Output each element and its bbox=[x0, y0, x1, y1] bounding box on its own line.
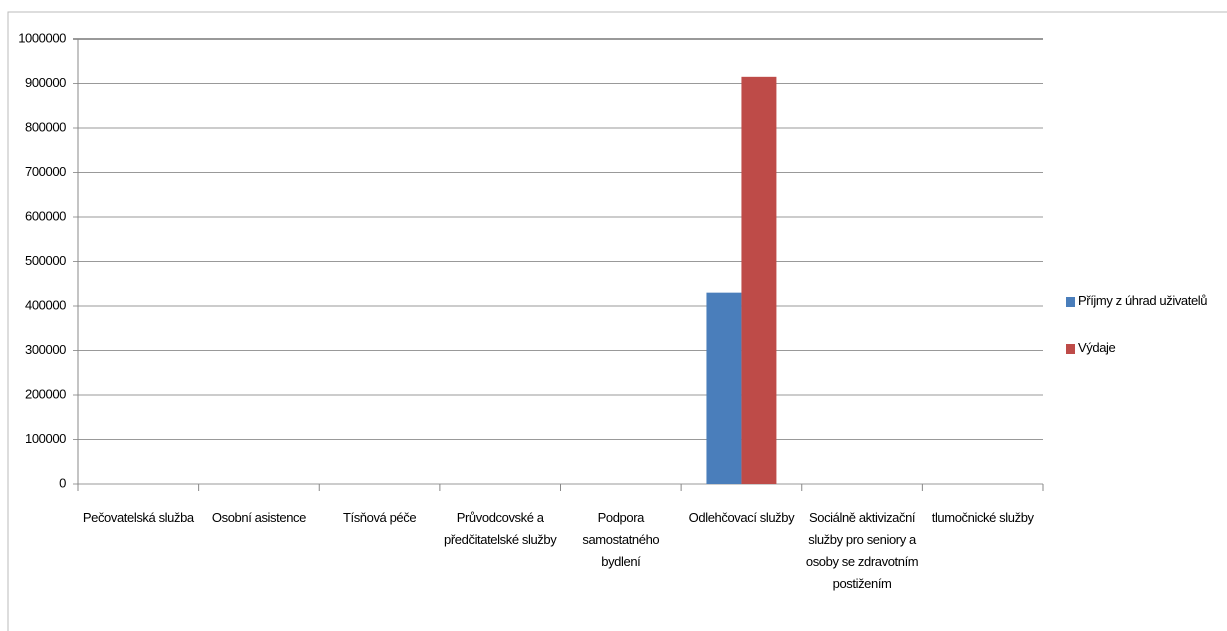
y-tick-label: 600000 bbox=[25, 208, 66, 223]
y-tick-label: 200000 bbox=[25, 386, 66, 401]
bar bbox=[706, 292, 742, 484]
x-tick-label: Osobní asistence bbox=[211, 510, 306, 525]
legend-swatch bbox=[1066, 344, 1075, 354]
x-tick-label: Pečovatelská služba bbox=[82, 510, 194, 525]
x-tick-label: tlumočnické služby bbox=[931, 510, 1034, 525]
x-tick-label: Sociálně aktivizační služby pro seniory … bbox=[805, 510, 919, 591]
y-tick-label: 700000 bbox=[25, 164, 66, 179]
chart-border bbox=[7, 11, 1227, 631]
bar bbox=[741, 76, 777, 484]
y-tick-label: 1000000 bbox=[18, 30, 66, 45]
y-tick-label: 400000 bbox=[25, 297, 66, 312]
y-tick-label: 800000 bbox=[25, 119, 66, 134]
x-tick-label: Odlehčovací služby bbox=[688, 510, 795, 525]
y-tick-label: 300000 bbox=[25, 342, 66, 357]
y-tick-label: 500000 bbox=[25, 253, 66, 268]
y-tick-label: 900000 bbox=[25, 75, 66, 90]
x-tick-label: Průvodcovské a předčitatelské služby bbox=[444, 510, 557, 547]
x-tick-label: Tísňová péče bbox=[342, 510, 417, 525]
y-tick-label: 0 bbox=[59, 475, 66, 490]
legend-label: Příjmy z úhrad uživatelů bbox=[1078, 293, 1208, 308]
legend-label: Výdaje bbox=[1078, 340, 1116, 355]
y-tick-label: 100000 bbox=[25, 431, 66, 446]
x-tick-label: Podpora samostatného bydlení bbox=[582, 510, 660, 569]
legend-swatch bbox=[1066, 297, 1075, 307]
